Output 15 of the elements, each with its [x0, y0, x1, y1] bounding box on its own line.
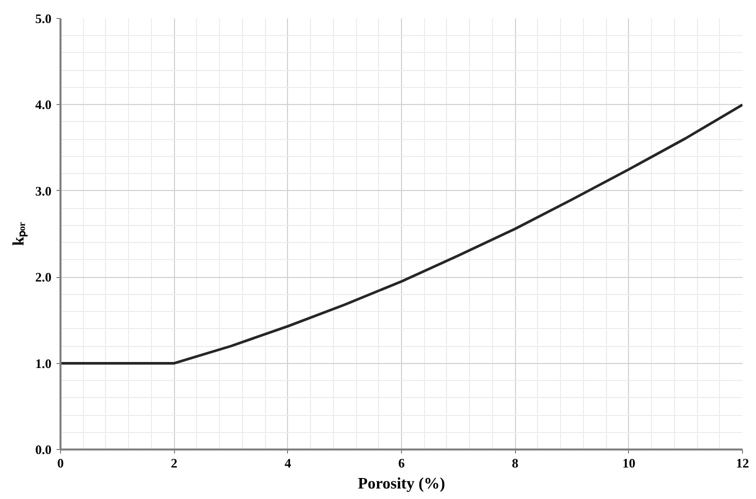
y-tick-label: 1.0: [35, 356, 52, 371]
y-tick-label: 4.0: [35, 97, 52, 112]
x-tick-label: 0: [57, 456, 64, 470]
y-tick-label: 0.0: [35, 442, 52, 457]
x-tick-label: 8: [512, 456, 519, 470]
y-tick-label: 3.0: [35, 183, 52, 198]
x-tick-label: 10: [622, 456, 636, 470]
y-tick-label: 5.0: [35, 11, 52, 26]
x-axis-title: Porosity (%): [358, 476, 446, 492]
y-axis-title: kₚₒᵣ: [10, 222, 28, 246]
x-tick-label: 4: [284, 456, 292, 470]
y-tick-label: 2.0: [35, 270, 52, 285]
x-tick-label: 6: [398, 456, 406, 470]
x-tick-label: 2: [170, 456, 178, 470]
x-tick-label: 12: [736, 456, 749, 470]
